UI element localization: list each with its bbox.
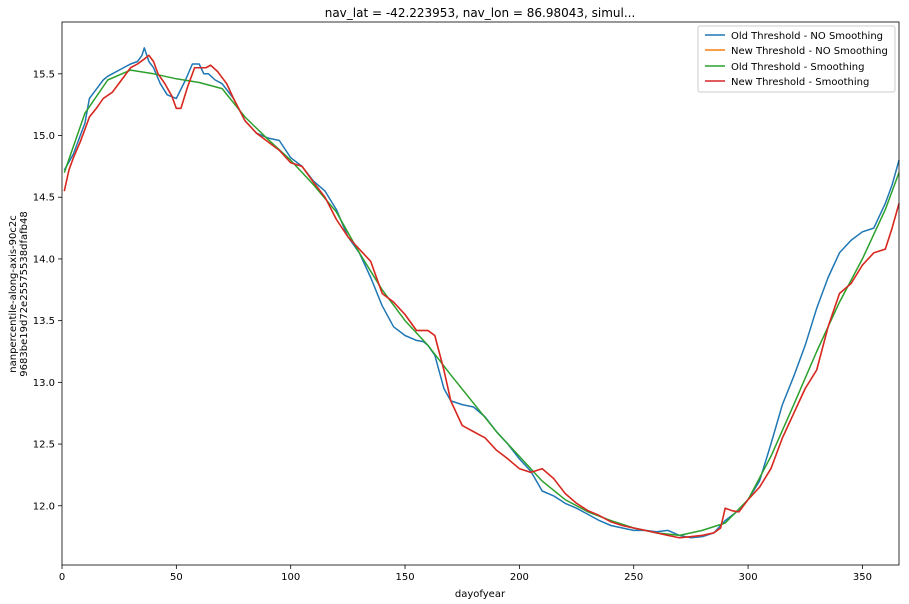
- series-line-old-smoothing: [63, 69, 900, 537]
- y-tick-label: 13.0: [33, 378, 55, 389]
- y-tick-label: 13.5: [33, 316, 55, 327]
- legend-label-new-no-smoothing: New Threshold - NO Smoothing: [731, 46, 888, 57]
- x-tick-label: 300: [739, 572, 758, 583]
- legend-label-old-smoothing: Old Threshold - Smoothing: [731, 62, 864, 73]
- y-tick-label: 15.5: [33, 69, 55, 80]
- x-tick-label: 150: [395, 572, 414, 583]
- legend-box: [697, 25, 896, 93]
- legend: Old Threshold - NO Smoothing New Thresho…: [697, 25, 896, 93]
- x-tick-label: 50: [170, 572, 183, 583]
- chart-title: nav_lat = -42.223953, nav_lon = 86.98043…: [325, 6, 636, 20]
- x-tick-label: 0: [59, 572, 65, 583]
- x-tick-label: 350: [853, 572, 872, 583]
- y-axis: 12.0 12.5 13.0 13.5 14.0 14.5 15.0 15.5: [33, 69, 62, 512]
- x-axis-label: dayofyear: [455, 589, 506, 600]
- x-tick-label: 200: [510, 572, 529, 583]
- plot-background: [62, 22, 899, 565]
- y-axis-label-line-2: 9683be19d72e25575538dfafb48: [19, 211, 30, 376]
- x-tick-label: 100: [281, 572, 300, 583]
- y-tick-label: 12.5: [33, 440, 55, 451]
- plot-frame: [61, 21, 900, 566]
- series-line-new-smoothing: [63, 54, 900, 539]
- x-tick-label: 250: [624, 572, 643, 583]
- legend-label-old-no-smoothing: Old Threshold - NO Smoothing: [731, 31, 883, 42]
- y-tick-label: 15.0: [33, 131, 55, 142]
- y-axis-label-line-1: nanpercentile-along-axis-90c2c: [8, 215, 19, 372]
- series-layer: [63, 47, 900, 539]
- x-axis: 0 50 100 150 200 250 300 350: [59, 565, 872, 583]
- y-tick-label: 14.5: [33, 193, 55, 204]
- y-tick-label: 14.0: [33, 254, 55, 265]
- legend-label-new-smoothing: New Threshold - Smoothing: [731, 77, 869, 88]
- y-tick-label: 12.0: [33, 501, 55, 512]
